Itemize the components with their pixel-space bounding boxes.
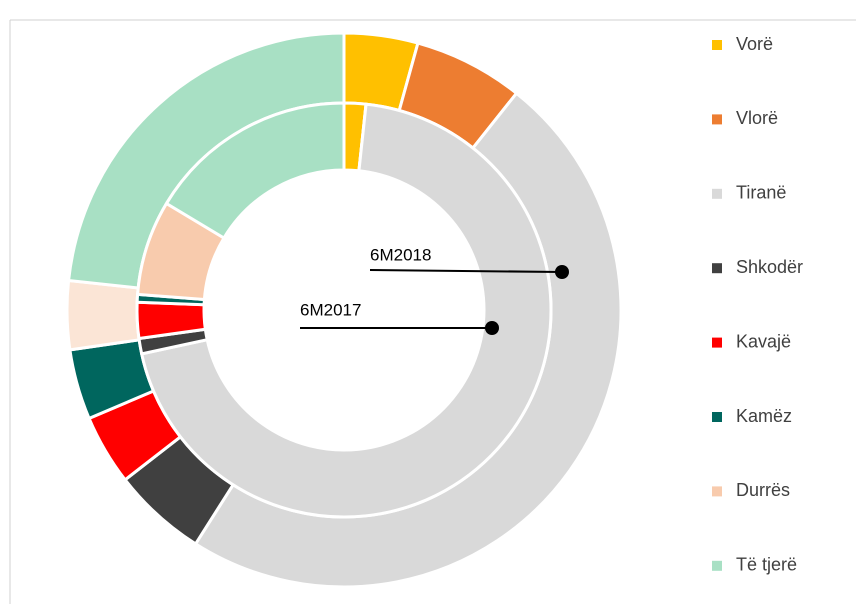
legend-label: Tiranë xyxy=(736,183,786,203)
annotation-dot xyxy=(555,265,569,279)
series-label: 6M2018 xyxy=(370,245,431,264)
legend-label: Kamëz xyxy=(736,406,792,426)
donut-slice xyxy=(164,101,346,241)
legend-swatch xyxy=(712,560,722,571)
legend-swatch xyxy=(712,263,722,274)
legend-swatch xyxy=(712,114,722,125)
series-label: 6M2017 xyxy=(300,300,361,319)
legend-label: Vorë xyxy=(736,34,773,54)
legend-label: Durrës xyxy=(736,480,790,500)
legend-label: Të tjerë xyxy=(736,555,797,575)
legend-swatch xyxy=(712,337,722,348)
legend-swatch xyxy=(712,40,722,50)
legend-label: Kavajë xyxy=(736,331,791,351)
donut-slice xyxy=(65,278,141,352)
legend-swatch xyxy=(712,188,722,199)
legend-label: Vlorë xyxy=(736,108,778,128)
donut-slice xyxy=(139,102,553,519)
annotation-dot xyxy=(485,321,499,335)
legend-swatch xyxy=(712,486,722,497)
legend-swatch xyxy=(712,412,722,422)
legend-label: Shkodër xyxy=(736,257,803,277)
annotation-line xyxy=(369,269,563,273)
